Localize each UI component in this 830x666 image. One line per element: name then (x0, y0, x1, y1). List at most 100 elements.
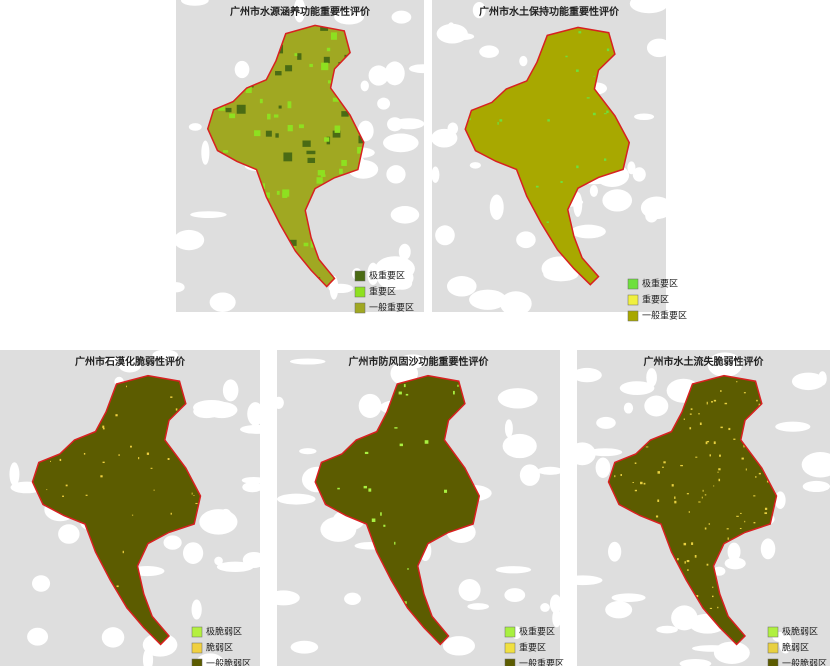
class-patch (764, 507, 768, 510)
background-patch (479, 45, 499, 58)
legend-label: 脆弱区 (782, 642, 809, 654)
legend-label: 一般重要区 (642, 310, 687, 322)
background-patch (549, 594, 562, 614)
class-patch (424, 440, 429, 444)
legend-label: 极重要区 (642, 278, 678, 290)
class-patch (546, 221, 549, 223)
background-patch (572, 367, 602, 383)
class-patch (713, 441, 716, 445)
background-patch (442, 636, 475, 656)
class-patch (341, 159, 347, 166)
background-patch (196, 653, 224, 666)
class-patch (316, 177, 323, 184)
class-patch (657, 471, 661, 474)
background-patch (293, 0, 306, 23)
class-patch (711, 401, 713, 403)
class-patch (337, 487, 340, 490)
class-patch (126, 385, 127, 388)
class-patch (713, 399, 717, 402)
class-patch (398, 391, 402, 395)
legend-label: 重要区 (369, 286, 396, 298)
background-patch (671, 605, 698, 631)
background-patch (632, 167, 646, 182)
class-patch (303, 242, 309, 247)
class-patch (193, 495, 195, 496)
class-patch (744, 520, 746, 523)
class-patch (741, 457, 744, 460)
class-patch (565, 55, 568, 58)
background-patch (182, 542, 204, 564)
class-patch (102, 461, 105, 464)
class-patch (59, 458, 62, 462)
background-patch (774, 491, 786, 509)
class-patch (758, 472, 761, 475)
class-patch (712, 586, 714, 588)
background-patch (602, 189, 633, 212)
class-patch (645, 446, 649, 448)
background-patch (467, 603, 490, 610)
class-patch (339, 168, 343, 174)
background-patch (540, 603, 550, 612)
class-patch (676, 558, 679, 561)
background-patch (273, 396, 284, 409)
legend-swatch (627, 310, 639, 322)
background-patch (408, 64, 438, 74)
class-patch (592, 112, 596, 116)
background-patch (240, 424, 276, 434)
background-patch (58, 524, 80, 544)
class-patch (278, 105, 282, 109)
class-patch (739, 512, 742, 514)
class-patch (399, 443, 403, 447)
background-patch (190, 211, 227, 218)
class-patch (323, 56, 330, 64)
legend-label: 一般脆弱区 (206, 658, 251, 666)
class-patch (283, 152, 293, 162)
class-patch (287, 125, 293, 132)
background-patch (562, 575, 603, 586)
class-patch (727, 537, 729, 540)
class-patch (560, 180, 563, 183)
class-patch (709, 454, 711, 457)
class-patch (603, 113, 607, 115)
map-title: 广州市水土流失脆弱性评价 (644, 355, 765, 368)
class-patch (273, 114, 279, 118)
map-title: 广州市水土保持功能重要性评价 (479, 5, 620, 18)
class-patch (341, 111, 349, 117)
class-patch (191, 492, 193, 495)
background-patch (802, 480, 830, 493)
class-patch (116, 585, 119, 588)
class-patch (713, 485, 715, 487)
class-patch (620, 473, 622, 476)
class-patch (407, 568, 409, 570)
class-patch (167, 458, 170, 460)
background-patch (358, 393, 382, 418)
class-patch (358, 135, 364, 144)
class-patch (699, 422, 702, 426)
background-patch (31, 575, 51, 592)
background-patch (234, 60, 250, 79)
class-patch (655, 515, 659, 518)
class-patch (267, 113, 271, 120)
class-patch (457, 384, 459, 387)
class-patch (712, 595, 714, 598)
region-boundary (609, 376, 777, 645)
class-patch (718, 468, 721, 471)
class-patch (695, 456, 698, 458)
class-patch (614, 475, 616, 478)
legend-swatch (191, 642, 203, 654)
background-patch (595, 457, 611, 478)
class-patch (130, 445, 132, 448)
class-patch (687, 569, 689, 571)
class-patch (575, 69, 579, 72)
background-patch (191, 599, 202, 620)
class-patch (603, 158, 607, 161)
class-patch (708, 523, 711, 525)
class-patch (680, 464, 683, 467)
class-patch (688, 511, 690, 513)
legend-swatch (354, 270, 366, 282)
background-patch (222, 379, 239, 402)
background-patch (398, 354, 427, 369)
